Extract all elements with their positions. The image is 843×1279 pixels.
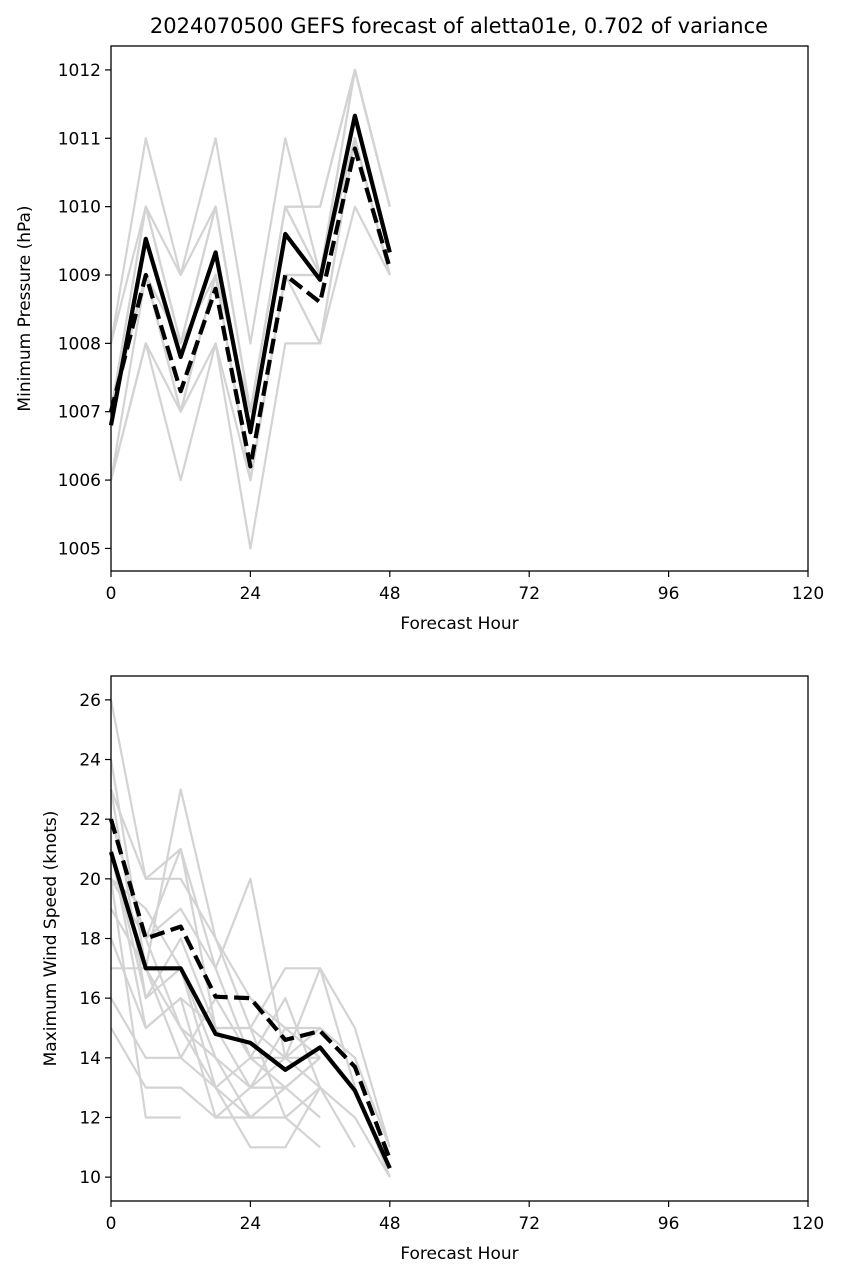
- pressure-x-tick-label: 120: [792, 584, 824, 604]
- wind-plot-area: [108, 699, 392, 1178]
- wind-y-tick-label: 10: [79, 1168, 101, 1188]
- wind-y-tick-label: 22: [79, 810, 101, 830]
- pressure-x-tick-label: 72: [518, 584, 540, 604]
- pressure-axes-frame: [110, 45, 809, 572]
- wind-y-tick-label: 12: [79, 1108, 101, 1128]
- wind-x-tick-label: 24: [240, 1214, 262, 1234]
- wind-member-line-2: [109, 699, 391, 1148]
- pressure-y-tick-label: 1007: [58, 403, 101, 423]
- pressure-y-tick-label: 1009: [58, 266, 101, 286]
- pressure-member-line-9: [109, 68, 391, 413]
- wind-x-tick-label: 0: [106, 1214, 117, 1234]
- wind-member-line-4: [109, 789, 391, 1148]
- wind-member-line-16: [110, 878, 321, 1119]
- wind-panel: 0 24 48 72 96 120 10 12 14 16 18 20 22 24 26 Forecast…: [41, 675, 824, 1264]
- wind-member-line-15: [109, 848, 321, 1059]
- pressure-x-tick-label: 24: [240, 584, 262, 604]
- pressure-y-tick-label: 1006: [58, 471, 101, 491]
- wind-y-axis: 10 12 14 16 18 20 22 24 26: [79, 691, 111, 1188]
- wind-y-tick-label: 16: [79, 989, 101, 1009]
- pressure-y-axis: 1005 1006 1007 1008 1009 1010 1011 1012: [58, 61, 111, 559]
- pressure-member-line-6: [109, 68, 391, 413]
- wind-x-tick-label: 96: [658, 1214, 680, 1234]
- wind-y-tick-label: 14: [79, 1049, 101, 1069]
- pressure-member-line-1: [109, 205, 391, 550]
- pressure-dashed-line: [108, 146, 392, 469]
- wind-member-line-1: [109, 878, 181, 1119]
- pressure-panel: 0 24 48 72 96 120 1005 1006 1007 1008 1009 1010 101…: [15, 45, 824, 634]
- wind-x-tick-label: 48: [379, 1214, 401, 1234]
- pressure-x-tick-label: 96: [658, 584, 680, 604]
- wind-x-tick-label: 72: [518, 1214, 540, 1234]
- pressure-y-tick-label: 1005: [58, 539, 101, 559]
- pressure-member-line-10: [109, 137, 391, 482]
- pressure-y-axis-label: Minimum Pressure (hPa): [15, 205, 35, 411]
- pressure-member-line-3: [109, 68, 391, 413]
- wind-dashed-line: [108, 818, 392, 1160]
- pressure-x-axis-label: Forecast Hour: [400, 614, 518, 634]
- wind-member-line-12: [110, 1027, 321, 1119]
- wind-x-tick-label: 120: [792, 1214, 824, 1234]
- pressure-x-tick-label: 48: [379, 584, 401, 604]
- pressure-solid-line: [108, 113, 392, 435]
- pressure-x-tick-label: 0: [106, 584, 117, 604]
- wind-x-axis: 0 24 48 72 96 120: [106, 1201, 824, 1234]
- wind-y-tick-label: 24: [79, 751, 101, 771]
- pressure-x-axis: 0 24 48 72 96 120: [106, 571, 824, 604]
- pressure-plot-area: [108, 68, 392, 550]
- pressure-y-tick-label: 1011: [58, 129, 101, 149]
- wind-y-tick-label: 20: [79, 870, 101, 890]
- pressure-y-tick-label: 1010: [58, 198, 101, 218]
- wind-y-tick-label: 26: [79, 691, 101, 711]
- pressure-y-tick-label: 1008: [58, 334, 101, 354]
- pressure-y-tick-label: 1012: [58, 61, 101, 81]
- wind-y-tick-label: 18: [79, 930, 101, 950]
- wind-x-axis-label: Forecast Hour: [400, 1244, 518, 1264]
- chart-title: 2024070500 GEFS forecast of aletta01e, 0…: [150, 14, 768, 38]
- wind-solid-line: [108, 851, 392, 1170]
- wind-y-axis-label: Maximum Wind Speed (knots): [41, 811, 61, 1067]
